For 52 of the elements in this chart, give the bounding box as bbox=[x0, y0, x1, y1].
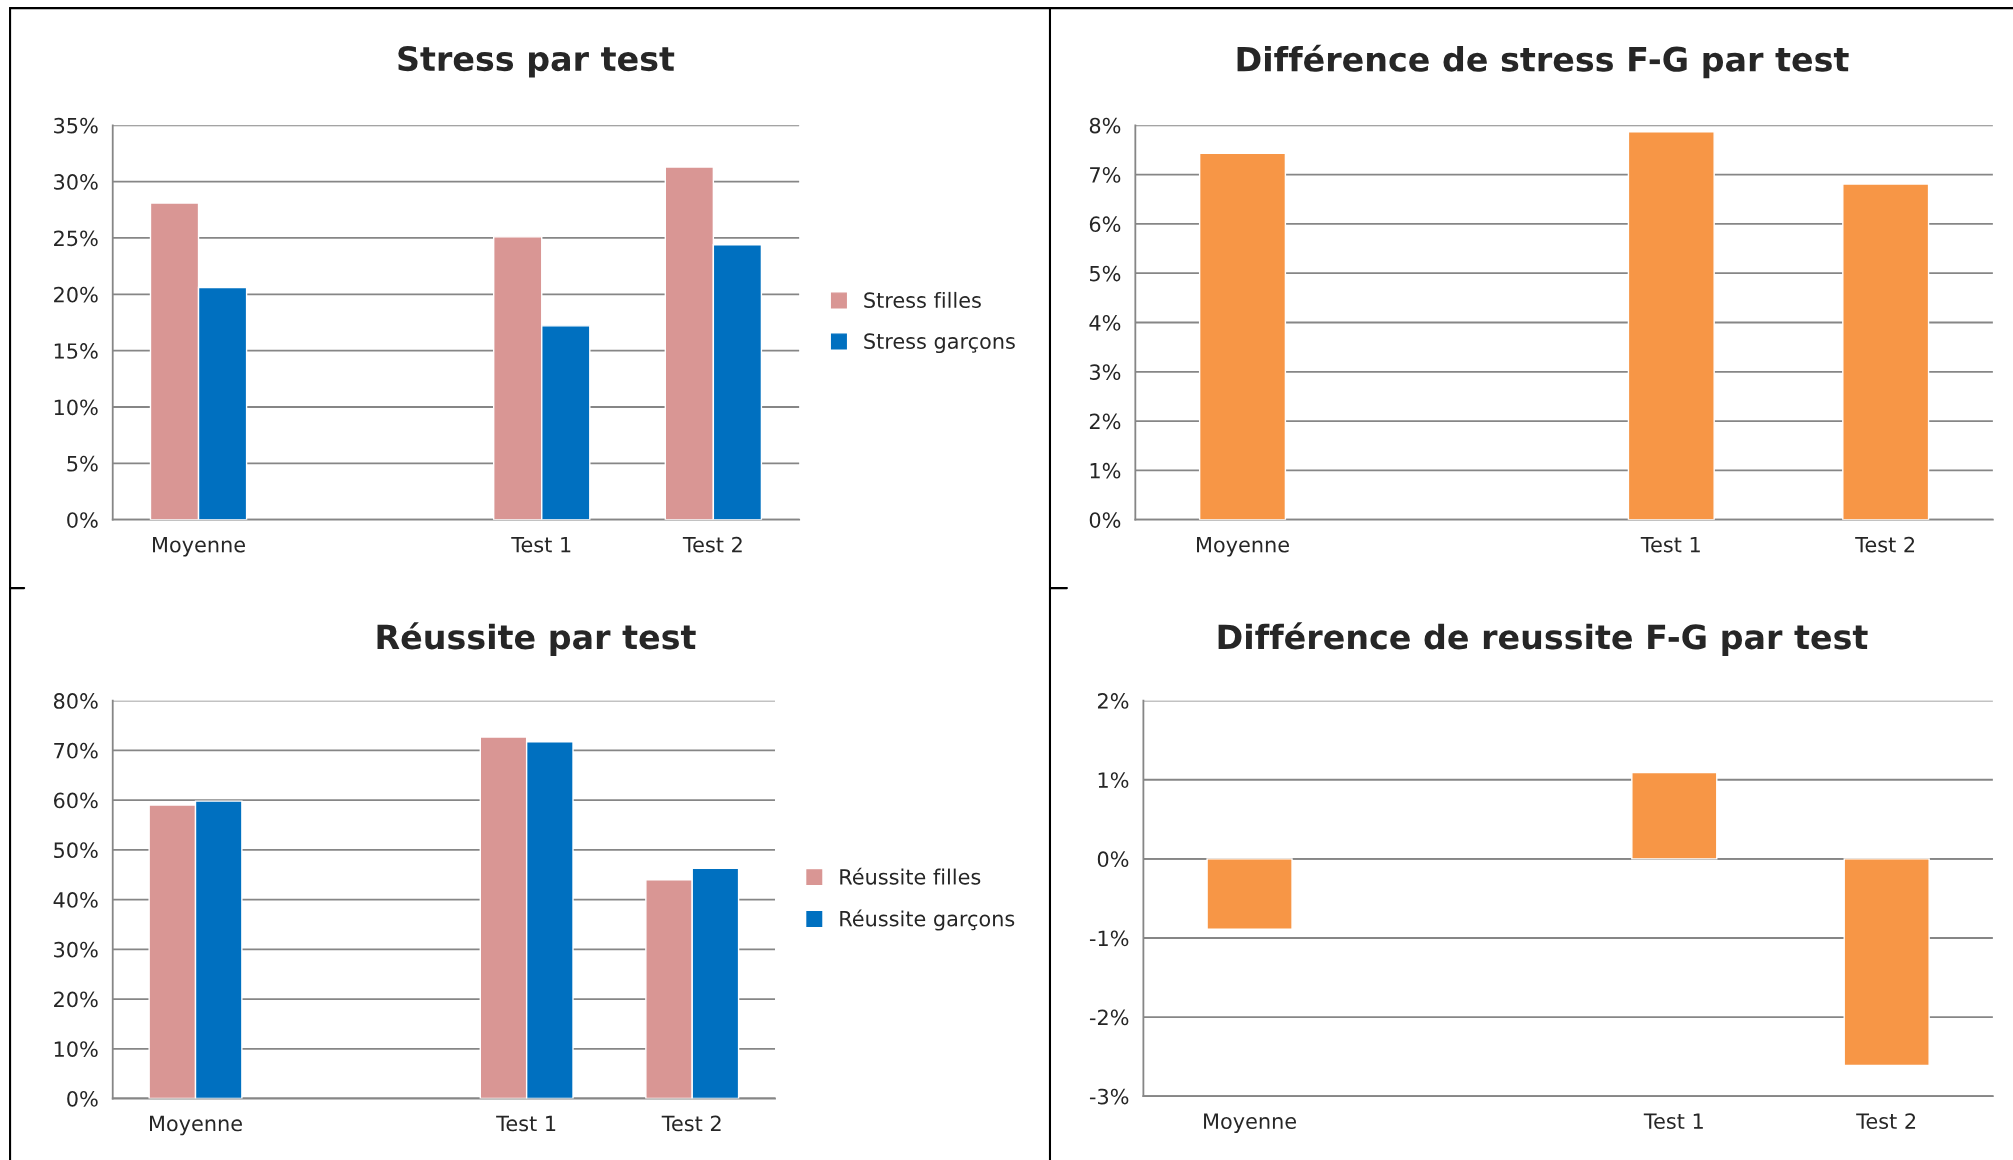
y-tick-label: 1% bbox=[1098, 772, 1129, 788]
x-tick-label: Moyenne bbox=[150, 1115, 242, 1136]
x-tick-label: Test 2 bbox=[1856, 1113, 1916, 1129]
x-tick-label: Moyenne bbox=[153, 536, 245, 557]
chart-title: Différence de stress F-G par test bbox=[1237, 44, 1849, 79]
y-tick-label: 8% bbox=[1089, 117, 1121, 134]
y-tick-label: 50% bbox=[54, 842, 98, 859]
y-tick-label: 0% bbox=[1089, 512, 1121, 528]
y-tick-label: 35% bbox=[54, 117, 98, 134]
y-tick-label: 5% bbox=[67, 455, 98, 472]
y-tick-label: 10% bbox=[54, 399, 98, 416]
x-tick-label: Test 2 bbox=[1855, 536, 1915, 553]
y-tick-label: 1% bbox=[1090, 462, 1121, 479]
legend-label: Stress filles bbox=[864, 291, 981, 309]
y-tick-label: 20% bbox=[54, 286, 98, 303]
x-tick-label: Test 1 bbox=[511, 536, 571, 553]
chart-title: Stress par test bbox=[398, 45, 675, 78]
y-tick-label: 2% bbox=[1097, 693, 1129, 709]
y-tick-label: 60% bbox=[53, 792, 98, 809]
y-tick-label: 70% bbox=[54, 742, 98, 759]
legend-label: Réussite filles bbox=[840, 867, 981, 885]
y-tick-label: 30% bbox=[54, 941, 98, 958]
x-tick-label: Moyenne bbox=[1197, 536, 1289, 557]
y-tick-label: -1% bbox=[1089, 930, 1129, 947]
y-tick-label: 40% bbox=[53, 892, 98, 908]
y-tick-label: 7% bbox=[1090, 167, 1121, 183]
y-tick-label: 5% bbox=[1090, 265, 1121, 282]
legend-label: Réussite garçons bbox=[840, 909, 1015, 931]
y-tick-label: 15% bbox=[54, 343, 98, 359]
y-tick-label: 0% bbox=[67, 512, 98, 528]
y-tick-label: -3% bbox=[1089, 1088, 1129, 1105]
y-tick-label: -2% bbox=[1089, 1009, 1129, 1026]
y-tick-label: 80% bbox=[53, 693, 98, 709]
y-tick-label: 30% bbox=[54, 174, 98, 190]
x-tick-label: Test 2 bbox=[682, 536, 742, 553]
y-tick-label: 25% bbox=[54, 230, 98, 247]
x-tick-label: Moyenne bbox=[1204, 1113, 1297, 1134]
y-tick-label: 10% bbox=[54, 1041, 98, 1057]
y-tick-label: 6% bbox=[1089, 216, 1121, 233]
x-tick-label: Test 1 bbox=[1640, 536, 1700, 553]
y-tick-label: 0% bbox=[1097, 851, 1129, 868]
x-tick-label: Test 1 bbox=[1643, 1113, 1703, 1129]
chart-title: Différence de reussite F-G par test bbox=[1218, 622, 1868, 656]
y-tick-label: 20% bbox=[54, 991, 98, 1008]
y-tick-label: 2% bbox=[1089, 413, 1121, 430]
x-tick-label: Test 1 bbox=[496, 1115, 556, 1132]
y-tick-label: 4% bbox=[1089, 314, 1121, 331]
legend-label: Stress garçons bbox=[864, 333, 1015, 354]
chart-title: Réussite par test bbox=[377, 622, 696, 656]
y-tick-label: 0% bbox=[67, 1090, 98, 1107]
x-tick-label: Test 2 bbox=[661, 1115, 721, 1132]
y-tick-label: 3% bbox=[1089, 364, 1121, 380]
